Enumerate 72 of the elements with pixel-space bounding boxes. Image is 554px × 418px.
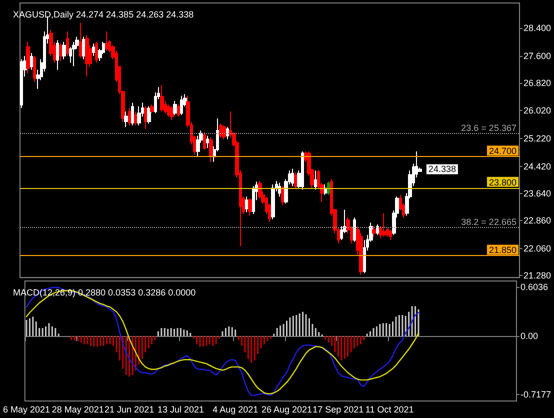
x-tick-label: 17 Sep 2021 xyxy=(312,404,364,414)
ref-line-label: 38.2 = 22.665 xyxy=(461,217,516,228)
candlestick xyxy=(180,95,183,116)
y-tick-label: 26.820 xyxy=(523,78,552,88)
x-tick-label: 21 Jun 2021 xyxy=(104,404,154,414)
ref-line-label: 23.800 xyxy=(488,177,516,188)
candlestick xyxy=(291,168,294,187)
candlestick xyxy=(372,226,376,238)
candlestick xyxy=(95,41,98,64)
y-tick-label: 25.220 xyxy=(523,134,552,144)
candlestick xyxy=(79,22,82,58)
candlestick xyxy=(105,31,108,52)
candlestick xyxy=(150,104,154,114)
candlestick xyxy=(30,52,33,70)
candlestick xyxy=(62,41,66,60)
y-tick-label: 0.00 xyxy=(520,331,538,342)
y-tick-label: 23.640 xyxy=(523,188,552,198)
candlestick xyxy=(252,186,255,214)
candlestick xyxy=(124,110,128,128)
y-tick-label: -0.7177 xyxy=(520,389,552,400)
annotation: 24.338 xyxy=(428,164,456,174)
ref-line-label: 21.850 xyxy=(488,245,516,256)
candlestick xyxy=(278,182,281,198)
candlestick xyxy=(33,55,36,82)
candlestick xyxy=(137,106,141,126)
x-tick-label: 11 Oct 2021 xyxy=(365,404,414,414)
ref-line-label: 24.700 xyxy=(488,146,516,156)
candlestick xyxy=(26,41,30,74)
x-tick-label: 6 May 2021 xyxy=(2,404,50,414)
candlestick xyxy=(301,150,304,190)
candlestick xyxy=(131,102,134,126)
y-tick-label: 0.6036 xyxy=(520,282,548,292)
y-tick-label: 27.600 xyxy=(523,50,552,61)
y-tick-label: 22.060 xyxy=(523,243,552,254)
x-tick-label: 4 Aug 2021 xyxy=(212,404,258,414)
candlestick xyxy=(170,106,174,121)
candlestick xyxy=(389,229,392,241)
candlestick xyxy=(271,184,275,220)
candlestick xyxy=(248,198,252,216)
candlestick xyxy=(226,126,229,140)
candlestick xyxy=(222,124,226,140)
candlestick xyxy=(209,137,213,162)
candlestick xyxy=(353,216,356,242)
x-tick-label: 13 Jul 2021 xyxy=(157,404,204,414)
candlestick xyxy=(219,123,222,138)
candlestick xyxy=(173,100,177,116)
candlestick xyxy=(177,104,180,118)
text: XAGUSD,Daily 24.274 24.385 24.263 24.338 xyxy=(13,10,194,20)
candlestick xyxy=(85,34,89,78)
candlestick xyxy=(82,36,85,60)
candlestick xyxy=(206,135,209,148)
candlestick xyxy=(160,84,164,112)
candlestick xyxy=(376,224,379,236)
candlestick xyxy=(382,212,386,238)
candlestick xyxy=(56,40,59,70)
y-tick-label: 24.420 xyxy=(523,161,552,172)
candlestick xyxy=(92,43,95,56)
candlestick xyxy=(147,106,151,124)
y-tick-label: 21.280 xyxy=(523,270,552,280)
candlestick xyxy=(167,104,170,118)
y-tick-label: 28.400 xyxy=(523,23,552,34)
x-tick-label: 28 May 2021 xyxy=(52,404,104,414)
x-tick-label: 26 Aug 2021 xyxy=(261,404,312,414)
y-tick-label: 22.860 xyxy=(523,216,552,226)
candlestick xyxy=(20,58,23,108)
y-tick-label: 26.020 xyxy=(523,106,552,116)
candlestick xyxy=(314,170,317,190)
candlestick xyxy=(66,31,69,56)
candlestick xyxy=(128,107,131,126)
ref-line-label: 23.6 = 25.367 xyxy=(461,122,516,133)
candlestick xyxy=(203,132,206,150)
candlestick xyxy=(144,106,147,130)
